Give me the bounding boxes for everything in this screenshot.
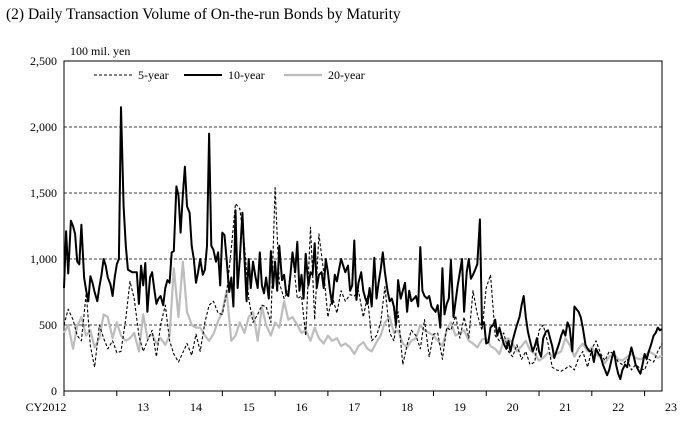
y-tick-label: 1,500 bbox=[30, 186, 57, 200]
series-lines bbox=[63, 106, 663, 381]
chart-title: (2) Daily Transaction Volume of On-the-r… bbox=[6, 6, 401, 23]
x-axis-ticks: CY2012 13 14 15 16 17 18 19 20 21 22 23 bbox=[26, 391, 677, 414]
x-tick-label: 15 bbox=[243, 400, 255, 414]
legend-label: 5-year bbox=[138, 68, 169, 82]
x-tick-label: CY2012 bbox=[26, 400, 67, 414]
series-line-20-year bbox=[63, 260, 663, 365]
x-tick-label: 18 bbox=[401, 400, 413, 414]
series-line-5-year bbox=[63, 187, 663, 372]
y-tick-label: 2,500 bbox=[30, 54, 57, 68]
x-tick-label: 14 bbox=[190, 400, 202, 414]
y-tick-label: 0 bbox=[51, 384, 57, 398]
series-line-10-year bbox=[63, 106, 663, 381]
grid-lines bbox=[64, 126, 662, 326]
x-tick-label: 13 bbox=[137, 400, 149, 414]
x-tick-label: 19 bbox=[454, 400, 466, 414]
x-tick-label: 20 bbox=[507, 400, 519, 414]
y-tick-label: 1,000 bbox=[30, 252, 57, 266]
x-tick-label: 21 bbox=[559, 400, 571, 414]
legend-label: 20-year bbox=[328, 68, 365, 82]
y-axis-unit-label: 100 mil. yen bbox=[70, 44, 130, 58]
y-axis-ticks: 0 500 1,000 1,500 2,000 2,500 bbox=[30, 54, 57, 398]
y-tick-label: 500 bbox=[39, 318, 57, 332]
plot-area-frame bbox=[63, 60, 663, 392]
legend-label: 10-year bbox=[228, 68, 265, 82]
x-tick-label: 23 bbox=[665, 400, 677, 414]
x-tick-label: 17 bbox=[348, 400, 360, 414]
x-tick-label: 16 bbox=[296, 400, 308, 414]
legend: 5-year 10-year 20-year bbox=[94, 68, 365, 82]
x-tick-label: 22 bbox=[612, 400, 624, 414]
y-tick-label: 2,000 bbox=[30, 120, 57, 134]
